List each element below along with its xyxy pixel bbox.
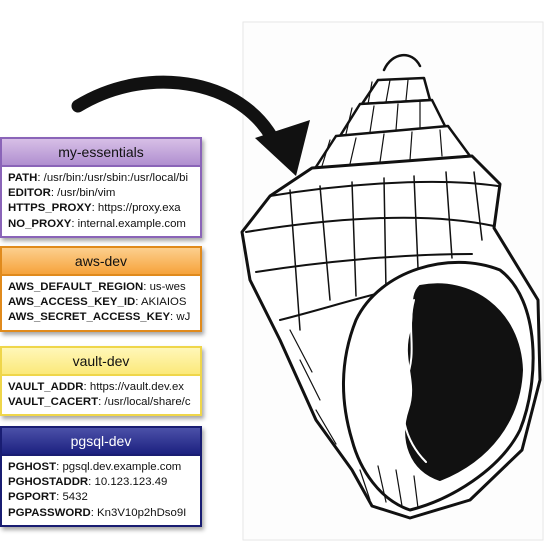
- card-vars: PATH: /usr/bin:/usr/sbin:/usr/local/bi E…: [0, 167, 202, 238]
- env-card-pgsql-dev[interactable]: pgsql-dev PGHOST: pgsql.dev.example.com …: [0, 426, 202, 527]
- env-var-row: NO_PROXY: internal.example.com: [8, 217, 186, 230]
- card-vars: AWS_DEFAULT_REGION: us-wes AWS_ACCESS_KE…: [0, 276, 202, 332]
- env-var-key: PGPORT: [8, 491, 57, 504]
- env-var-row: VAULT_CACERT: /usr/local/share/c: [8, 396, 191, 409]
- env-var-row: PGPORT: 5432: [8, 491, 88, 504]
- env-var-value: 5432: [62, 491, 88, 504]
- card-vars: VAULT_ADDR: https://vault.dev.ex VAULT_C…: [0, 376, 202, 417]
- env-var-key: AWS_DEFAULT_REGION: [8, 281, 144, 293]
- env-var-value: 10.123.123.49: [94, 476, 168, 489]
- env-card-my-essentials[interactable]: my-essentials PATH: /usr/bin:/usr/sbin:/…: [0, 137, 202, 238]
- env-var-key: PGHOSTADDR: [8, 476, 89, 489]
- env-var-value: /usr/bin/vim: [57, 187, 116, 200]
- env-var-key: VAULT_ADDR: [8, 381, 84, 393]
- env-var-row: VAULT_ADDR: https://vault.dev.ex: [8, 381, 184, 393]
- env-var-row: AWS_SECRET_ACCESS_KEY: wJ: [8, 311, 191, 324]
- env-var-row: EDITOR: /usr/bin/vim: [8, 187, 116, 200]
- env-var-value: Kn3V10p2hDso9I: [97, 506, 187, 519]
- env-var-value: pgsql.dev.example.com: [62, 461, 182, 473]
- env-var-key: PATH: [8, 172, 38, 184]
- conch-shell-illustration: [240, 54, 542, 520]
- env-var-key: EDITOR: [8, 187, 51, 200]
- env-var-value: https://proxy.exa: [97, 202, 181, 215]
- env-var-key: AWS_ACCESS_KEY_ID: [8, 296, 136, 309]
- env-var-row: PGPASSWORD: Kn3V10p2hDso9I: [8, 506, 187, 519]
- env-var-key: NO_PROXY: [8, 217, 72, 230]
- env-var-row: HTTPS_PROXY: https://proxy.exa: [8, 202, 181, 215]
- env-var-key: PGPASSWORD: [8, 506, 91, 519]
- env-var-key: VAULT_CACERT: [8, 396, 99, 409]
- env-card-aws-dev[interactable]: aws-dev AWS_DEFAULT_REGION: us-wes AWS_A…: [0, 246, 202, 332]
- env-var-row: AWS_DEFAULT_REGION: us-wes: [8, 281, 186, 293]
- env-var-value: /usr/local/share/c: [104, 396, 191, 409]
- card-title: aws-dev: [0, 246, 202, 276]
- env-var-key: HTTPS_PROXY: [8, 202, 92, 215]
- env-var-value: us-wes: [149, 281, 186, 293]
- card-vars: PGHOST: pgsql.dev.example.com PGHOSTADDR…: [0, 456, 202, 527]
- env-var-value: internal.example.com: [77, 217, 186, 230]
- env-var-row: PATH: /usr/bin:/usr/sbin:/usr/local/bi: [8, 172, 189, 184]
- env-var-value: /usr/bin:/usr/sbin:/usr/local/bi: [43, 172, 189, 184]
- card-title: pgsql-dev: [0, 426, 202, 456]
- card-title: my-essentials: [0, 137, 202, 167]
- env-var-value: AKIAIOS: [140, 296, 187, 309]
- env-var-key: PGHOST: [8, 461, 57, 473]
- env-var-key: AWS_SECRET_ACCESS_KEY: [8, 311, 171, 324]
- env-var-value: wJ: [176, 311, 191, 324]
- env-card-vault-dev[interactable]: vault-dev VAULT_ADDR: https://vault.dev.…: [0, 346, 202, 417]
- card-title: vault-dev: [0, 346, 202, 376]
- env-var-row: PGHOSTADDR: 10.123.123.49: [8, 476, 168, 489]
- env-var-row: AWS_ACCESS_KEY_ID: AKIAIOS: [8, 296, 187, 309]
- env-var-value: https://vault.dev.ex: [89, 381, 184, 393]
- env-var-row: PGHOST: pgsql.dev.example.com: [8, 461, 182, 473]
- curved-arrow-icon: [71, 75, 310, 176]
